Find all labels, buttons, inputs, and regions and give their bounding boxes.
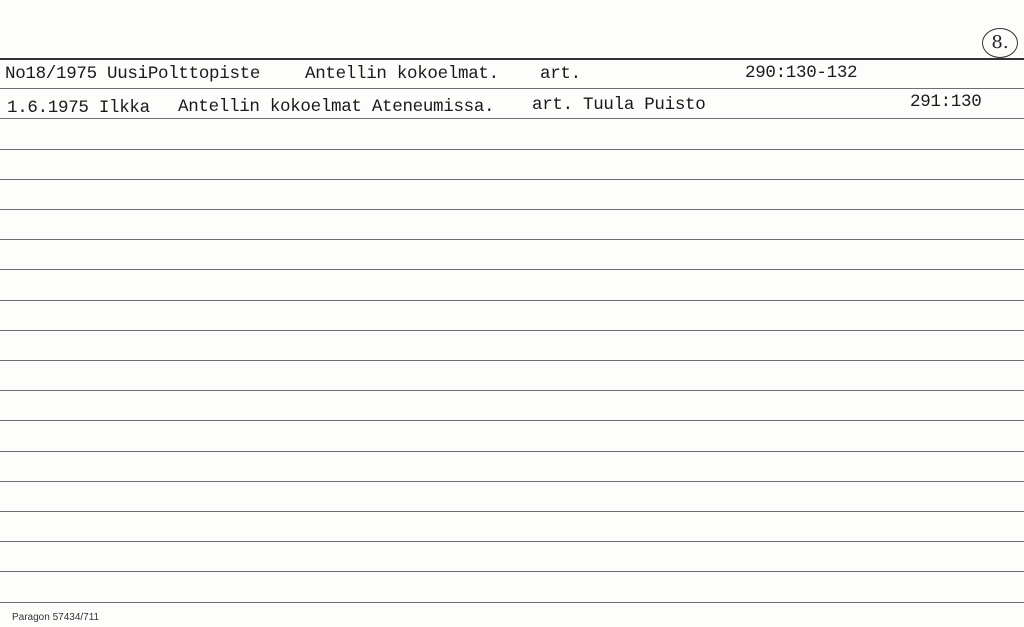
ruled-line: [0, 299, 1024, 301]
ruled-line: [0, 88, 1024, 90]
ruled-line: [0, 269, 1024, 271]
ruled-line: [0, 360, 1024, 361]
ruled-line: [0, 571, 1024, 573]
footer-print: Paragon 57434/711: [12, 612, 100, 623]
entry-type: art.: [540, 64, 581, 84]
entry-type: art. Tuula Puisto: [532, 95, 706, 115]
ruled-line: [0, 420, 1024, 422]
entry-ref: 290:130-132: [745, 63, 858, 83]
ruled-line: [0, 480, 1024, 482]
ruled-line: [0, 209, 1024, 210]
ruled-line: [0, 390, 1024, 392]
ruled-line: [0, 601, 1024, 603]
ruled-line: [0, 239, 1024, 241]
ruled-line: [0, 118, 1024, 120]
entry-source: 1.6.1975 Ilkka: [7, 98, 150, 118]
ruled-line: [0, 178, 1024, 180]
ruled-line: [0, 329, 1024, 331]
entry-title: Antellin kokoelmat.: [305, 64, 499, 84]
ruled-line: [0, 541, 1024, 543]
ruled-line: [0, 58, 1024, 60]
ruled-line: [0, 450, 1024, 452]
entry-source: No18/1975 UusiPolttopiste: [5, 64, 261, 84]
ruled-line: [0, 148, 1024, 150]
entry-ref: 291:130: [910, 92, 982, 112]
entry-title: Antellin kokoelmat Ateneumissa.: [178, 97, 495, 117]
handwritten-card-number: 8.: [982, 28, 1018, 58]
ruled-line: [0, 511, 1024, 512]
